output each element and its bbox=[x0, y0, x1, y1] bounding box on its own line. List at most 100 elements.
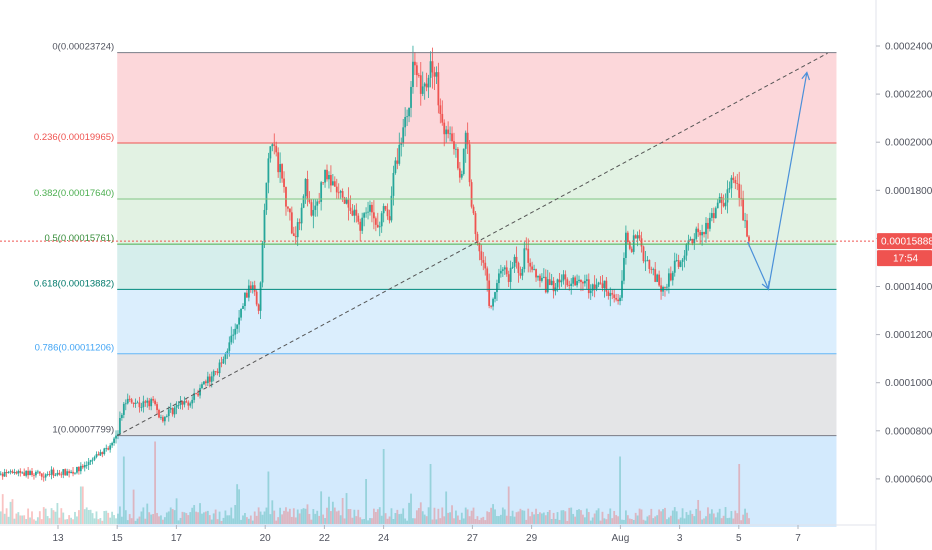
volume-bar bbox=[583, 517, 586, 524]
candle-body bbox=[460, 174, 463, 178]
candle-body bbox=[46, 474, 49, 475]
volume-bar bbox=[662, 509, 664, 524]
volume-bar bbox=[664, 507, 666, 524]
volume-bar bbox=[433, 507, 436, 524]
candle-body bbox=[427, 77, 430, 88]
candle-body bbox=[529, 262, 532, 267]
volume-bar bbox=[599, 520, 602, 524]
candle-body bbox=[273, 144, 276, 146]
candle-body bbox=[326, 169, 328, 180]
volume-bar bbox=[498, 516, 500, 524]
volume-bar bbox=[199, 503, 201, 524]
volume-bar bbox=[523, 510, 526, 524]
volume-bar bbox=[343, 518, 346, 524]
volume-bar bbox=[736, 513, 739, 524]
volume-bar bbox=[724, 507, 727, 524]
volume-bar bbox=[458, 519, 461, 524]
volume-bar bbox=[521, 510, 524, 524]
candle-body bbox=[302, 196, 305, 208]
candle-body bbox=[472, 206, 475, 214]
candle-body bbox=[380, 213, 383, 227]
candle-body bbox=[314, 205, 317, 210]
candle-body bbox=[195, 393, 198, 394]
volume-bar bbox=[580, 510, 582, 524]
candle-body bbox=[275, 145, 278, 153]
volume-bar bbox=[60, 508, 63, 524]
candle-body bbox=[681, 259, 684, 262]
volume-bar bbox=[374, 512, 377, 524]
volume-bar bbox=[263, 511, 266, 524]
volume-bar bbox=[17, 512, 20, 524]
volume-bar bbox=[0, 511, 2, 524]
volume-bar bbox=[52, 510, 55, 524]
fib-level-label: 1(0.00007799) bbox=[52, 425, 114, 436]
candle-body bbox=[546, 279, 549, 293]
volume-bar bbox=[1, 494, 4, 524]
volume-bar bbox=[677, 519, 680, 524]
volume-bar bbox=[482, 516, 485, 524]
candle-body bbox=[523, 248, 526, 269]
volume-bar bbox=[351, 517, 354, 524]
candle-body bbox=[15, 472, 18, 474]
candle-body bbox=[714, 208, 717, 219]
volume-bar bbox=[734, 510, 737, 524]
candle-body bbox=[56, 472, 59, 475]
volume-bar bbox=[453, 518, 455, 524]
candle-body bbox=[234, 328, 237, 335]
candle-body bbox=[38, 471, 41, 474]
volume-bar bbox=[167, 511, 170, 524]
volume-bar bbox=[353, 509, 356, 524]
trend-line[interactable] bbox=[116, 52, 828, 437]
candle-body bbox=[560, 280, 563, 283]
candle-body bbox=[52, 469, 55, 476]
candle-body bbox=[390, 195, 393, 221]
candle-body bbox=[287, 206, 289, 209]
volume-bar bbox=[439, 518, 442, 524]
candle-body bbox=[726, 189, 729, 203]
volume-bar bbox=[158, 516, 160, 524]
volume-bar bbox=[490, 507, 493, 524]
volume-bar bbox=[716, 512, 719, 524]
volume-bar bbox=[246, 517, 248, 524]
candle-body bbox=[550, 280, 553, 285]
candle-body bbox=[165, 416, 168, 417]
volume-bar bbox=[574, 516, 577, 524]
candle-body bbox=[490, 305, 493, 307]
candle-body bbox=[453, 141, 455, 150]
candle-body bbox=[689, 238, 692, 241]
volume-bar bbox=[191, 507, 194, 524]
volume-bar bbox=[273, 510, 276, 524]
candle-body bbox=[378, 226, 381, 228]
candle-body bbox=[339, 191, 342, 193]
candle-body bbox=[203, 381, 205, 385]
volume-bar bbox=[68, 515, 71, 524]
candle-body bbox=[76, 466, 78, 473]
volume-bar bbox=[54, 511, 57, 524]
candle-body bbox=[218, 362, 221, 374]
candle-body bbox=[525, 248, 528, 250]
volume-bar bbox=[324, 518, 326, 524]
volume-bar bbox=[330, 511, 332, 524]
volume-bar bbox=[204, 511, 207, 524]
volume-bar bbox=[249, 515, 252, 524]
candle-body bbox=[517, 262, 520, 274]
candle-body bbox=[236, 324, 239, 329]
candle-body bbox=[703, 232, 705, 235]
time-axis[interactable]: 13 15 17 20 22 24 27 29 Aug 3 5 7 bbox=[0, 524, 876, 544]
candle-body bbox=[480, 251, 483, 261]
volume-bar bbox=[11, 499, 14, 524]
volume-bar bbox=[183, 512, 186, 524]
volume-bar bbox=[99, 518, 102, 524]
volume-bar bbox=[576, 509, 578, 524]
volume-bar bbox=[169, 507, 172, 524]
candle-body bbox=[382, 206, 385, 214]
volume-bar bbox=[527, 508, 530, 524]
candle-body bbox=[160, 417, 162, 419]
volume-bar bbox=[232, 518, 235, 524]
projection-arrow-head-down bbox=[761, 280, 770, 291]
volume-bar bbox=[533, 514, 535, 524]
candle-body bbox=[341, 191, 344, 198]
